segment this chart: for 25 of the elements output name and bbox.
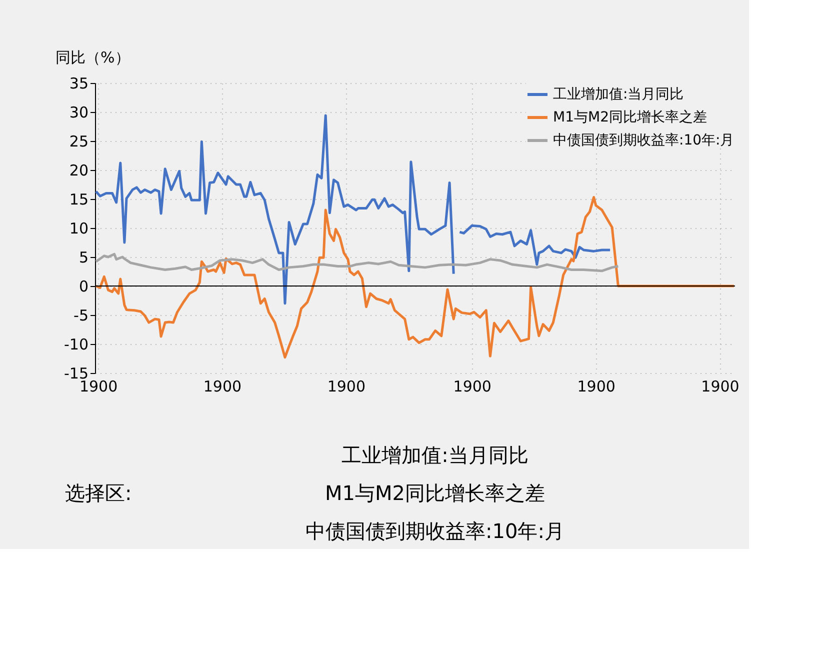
x-tick-label: 1900	[203, 378, 242, 396]
line-series	[94, 252, 620, 272]
text: 选择区:	[65, 481, 132, 505]
text: 中债国债到期收益率:10年:月	[306, 519, 564, 543]
y-tick-label: -5	[74, 306, 88, 324]
legend-label: 工业增加值:当月同比	[553, 86, 684, 102]
y-tick-label: 5	[78, 248, 88, 266]
y-axis-title: 同比（%）	[56, 48, 130, 66]
y-tick-label: -10	[64, 336, 88, 354]
x-tick-label: 1900	[453, 378, 492, 396]
text: M1与M2同比增长率之差	[325, 481, 545, 505]
y-tick-label: 15	[69, 190, 88, 208]
text: 工业增加值:当月同比	[342, 443, 528, 467]
x-tick-label: 1900	[577, 378, 616, 396]
y-tick-label: 20	[69, 162, 88, 180]
y-tick-label: 0	[78, 278, 88, 296]
y-tick-label: 30	[69, 104, 88, 122]
y-tick-label: 10	[69, 220, 88, 238]
y-tick-label: 25	[69, 132, 88, 150]
y-tick-label: 35	[69, 74, 88, 92]
legend-label: 中债国债到期收益率:10年:月	[553, 132, 734, 148]
x-tick-label: 1900	[327, 378, 366, 396]
x-tick-label: 1900	[701, 378, 740, 396]
x-tick-label: 1900	[79, 378, 118, 396]
legend-label: M1与M2同比增长率之差	[553, 110, 707, 126]
